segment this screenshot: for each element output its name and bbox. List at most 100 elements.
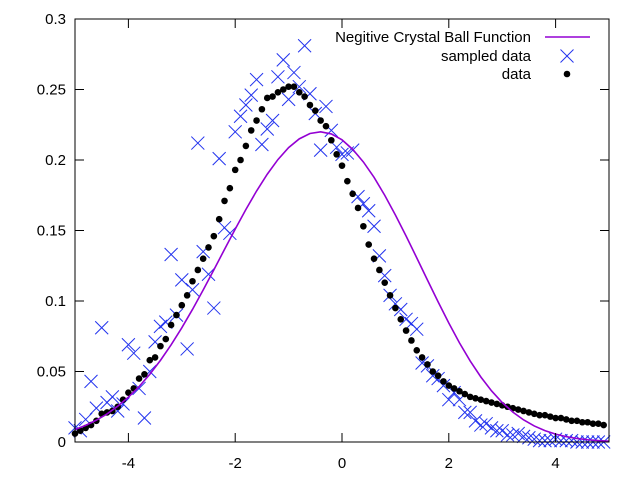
y-tick-label: 0.2	[45, 152, 66, 169]
data-point	[552, 414, 559, 422]
sampled-data-point	[265, 113, 280, 128]
sampled-data-point	[287, 65, 301, 80]
sampled-data-point	[297, 38, 312, 53]
data-point	[579, 418, 586, 426]
data-point	[194, 266, 202, 274]
data-point	[173, 311, 180, 319]
sampled-data-point	[281, 92, 296, 107]
data-point	[562, 416, 570, 423]
data-point	[461, 390, 469, 398]
data-point	[189, 277, 196, 285]
data-point	[365, 241, 373, 248]
data-point	[183, 292, 191, 299]
sampled-data-point	[313, 143, 328, 157]
data-point	[376, 266, 383, 274]
ticks: 0 0.05 0.1 0.15 0.2 0.25 0.3 -4 -2 0 2 4	[37, 11, 609, 472]
data-point	[568, 417, 575, 425]
data-point	[279, 86, 287, 93]
data-point	[536, 411, 543, 419]
data-points-layer	[68, 38, 611, 449]
data-point	[600, 421, 607, 429]
data-point	[205, 244, 212, 251]
sampled-data-point	[137, 411, 152, 425]
sampled-data-point	[457, 405, 472, 420]
data-point	[440, 378, 447, 385]
x-tick-label: -2	[229, 455, 242, 472]
sampled-data-point	[233, 109, 248, 124]
data-point	[595, 420, 602, 427]
legend-label-data: data	[502, 66, 532, 83]
sampled-data-point	[249, 72, 264, 87]
data-point	[146, 356, 154, 364]
data-point	[573, 417, 581, 425]
data-point	[157, 342, 164, 350]
sampled-data-point	[335, 147, 349, 162]
sampled-data-point	[239, 98, 253, 112]
legend-swatch-data	[563, 70, 571, 78]
data-point	[456, 387, 463, 395]
sampled-data-point	[110, 404, 125, 418]
sampled-data-point	[153, 319, 168, 334]
data-point	[333, 151, 340, 158]
data-point	[253, 117, 260, 124]
sampled-data-point	[319, 99, 333, 114]
data-point	[493, 400, 501, 408]
data-point	[306, 101, 314, 109]
data-point	[295, 89, 303, 96]
sampled-data-point	[495, 423, 510, 438]
data-point	[354, 204, 362, 212]
data-point	[488, 399, 495, 406]
data-point	[381, 279, 389, 286]
sampled-data-point	[212, 151, 227, 166]
data-point	[370, 255, 378, 262]
data-point	[263, 94, 271, 102]
data-point	[525, 409, 533, 416]
sampled-data-point	[244, 88, 259, 102]
y-tick-label: 0	[58, 434, 66, 451]
data-point	[541, 411, 549, 419]
legend-label-sampled-data: sampled data	[441, 48, 532, 65]
sampled-data-point	[271, 69, 285, 84]
data-point	[285, 83, 292, 90]
data-point	[130, 385, 138, 392]
legend-label-fit-curve: Negitive Crystal Ball Function	[335, 29, 531, 46]
sampled-data-point	[132, 381, 146, 396]
data-point	[482, 397, 490, 405]
data-point	[429, 368, 437, 375]
sampled-data-point	[201, 267, 216, 282]
sampled-data-point	[190, 136, 205, 150]
data-point	[338, 162, 346, 169]
data-point	[231, 166, 239, 174]
x-tick-label: 2	[445, 455, 453, 472]
sampled-data-point	[479, 416, 494, 431]
data-point	[450, 385, 458, 392]
sampled-data-point	[361, 203, 376, 218]
data-point	[178, 301, 186, 309]
data-point	[408, 337, 415, 344]
data-point	[301, 93, 308, 100]
data-point	[328, 136, 335, 144]
sampled-data-point	[84, 374, 98, 389]
data-point	[135, 375, 143, 382]
sampled-data-point	[255, 137, 269, 152]
data-point	[386, 292, 394, 299]
data-point	[274, 89, 282, 96]
y-tick-label: 0.05	[37, 364, 66, 381]
sampled-data-point	[126, 346, 141, 361]
data-point	[477, 396, 485, 404]
sampled-data-point	[399, 312, 413, 327]
sampled-data-point	[121, 337, 136, 352]
data-point	[167, 321, 175, 329]
x-tick-label: 0	[338, 455, 346, 472]
data-point	[210, 232, 218, 240]
sampled-data-point	[164, 247, 178, 262]
x-tick-label: 4	[551, 455, 559, 472]
data-point	[141, 371, 148, 378]
data-point	[402, 327, 410, 334]
data-point	[237, 156, 244, 164]
sampled-data-point	[516, 429, 531, 444]
data-point	[514, 406, 522, 413]
sampled-data-point	[532, 433, 547, 448]
data-point	[151, 354, 159, 361]
